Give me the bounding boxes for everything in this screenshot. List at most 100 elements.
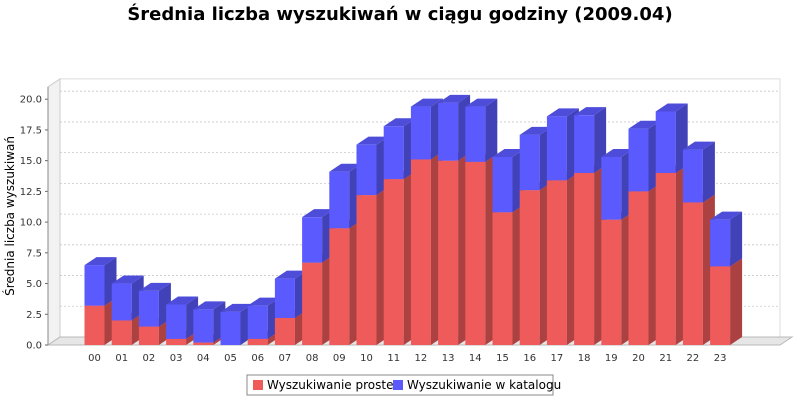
y-tick-label: 12.5 — [20, 187, 42, 198]
bar-segment-katalog-top — [383, 118, 416, 127]
bar-segment-proste-front — [138, 326, 159, 345]
bar-segment-katalog — [710, 211, 743, 267]
legend-swatch-katalog — [393, 380, 403, 390]
bar-segment-katalog-front — [166, 304, 187, 339]
y-tick-label: 5.0 — [26, 279, 42, 290]
x-tick-label: 01 — [115, 353, 128, 364]
x-tick-label: 13 — [442, 353, 455, 364]
y-tick-label: 15.0 — [20, 156, 42, 167]
bar-segment-proste-front — [601, 219, 622, 345]
bar-segment-proste-front — [682, 202, 703, 345]
bar-segment-proste-front — [166, 338, 187, 345]
bar-segment-katalog-top — [438, 94, 471, 103]
bar-segment-katalog-top — [492, 148, 525, 157]
y-axis: 0.0 2.5 5.0 7.5 10.0 12.5 15.0 17.5 20.0 — [20, 86, 49, 352]
bar-segment-katalog-top — [247, 297, 280, 306]
x-tick-label: 16 — [523, 353, 536, 364]
legend-label-katalog: Wyszukiwanie w katalogu — [407, 378, 561, 392]
x-tick-label: 00 — [88, 353, 101, 364]
bar-segment-proste-front — [383, 179, 404, 345]
bar-segment-katalog — [574, 107, 607, 173]
bar-segment-katalog-front — [710, 219, 731, 267]
bar-segment-katalog-top — [655, 103, 688, 112]
x-tick-label: 12 — [415, 353, 428, 364]
chart-title: Średnia liczba wyszukiwań w ciągu godzin… — [127, 3, 672, 25]
x-tick-label: 20 — [632, 353, 645, 364]
x-tick-label: 03 — [170, 353, 183, 364]
bar-segment-katalog — [138, 282, 171, 327]
bar-segment-katalog-front — [302, 217, 323, 263]
bar-segment-proste-front — [438, 160, 459, 345]
bar-segment-katalog-front — [628, 128, 649, 192]
bar-segment-proste-front — [410, 159, 431, 345]
bar-segment-katalog-top — [329, 163, 362, 172]
bar-segment-katalog — [438, 94, 471, 161]
bar-segment-katalog-top — [710, 211, 743, 220]
bar-segment-katalog-front — [329, 171, 350, 229]
bar-segment-proste-front — [574, 172, 595, 345]
bar-segment-katalog-front — [438, 102, 459, 161]
bar-segment-katalog-front — [247, 305, 268, 339]
bar-segment-proste-front — [193, 342, 214, 345]
bar-segment-proste-front — [546, 180, 567, 345]
bar-segment-proste-front — [710, 266, 731, 345]
plot-left-wall — [47, 77, 61, 346]
bar-segment-katalog-top — [302, 209, 335, 218]
bar-segment-proste-front — [274, 317, 295, 345]
bars-group — [84, 94, 743, 345]
bar-segment-katalog — [682, 141, 715, 203]
bar-segment-proste-front — [247, 338, 268, 345]
bar-segment-proste-front — [302, 262, 323, 345]
x-tick-label: 10 — [360, 353, 373, 364]
bar-segment-katalog — [465, 98, 498, 162]
x-tick-label: 17 — [551, 353, 564, 364]
bar-segment-proste-side — [730, 258, 743, 345]
x-tick-label: 21 — [659, 353, 672, 364]
y-tick-label: 20.0 — [20, 95, 42, 106]
bar-segment-katalog-front — [682, 149, 703, 203]
x-tick-label: 19 — [605, 353, 618, 364]
bar-segment-katalog-side — [485, 98, 498, 162]
x-tick-label: 05 — [224, 353, 237, 364]
bar-segment-katalog-top — [682, 141, 715, 150]
bar-segment-katalog-front — [193, 309, 214, 343]
bar-segment-proste-front — [465, 161, 486, 345]
bar-segment-proste-front — [329, 228, 350, 345]
bar-segment-katalog-front — [519, 134, 540, 191]
bar-segment-katalog-side — [730, 211, 743, 267]
y-tick-label: 17.5 — [20, 125, 42, 136]
x-tick-label: 09 — [333, 353, 346, 364]
x-tick-label: 23 — [714, 353, 727, 364]
bar-segment-katalog-front — [274, 278, 295, 318]
bar-segment-katalog-front — [383, 126, 404, 180]
x-tick-label: 15 — [496, 353, 509, 364]
x-tick-label: 22 — [687, 353, 700, 364]
bar-segment-katalog-front — [574, 115, 595, 173]
bar-segment-katalog-front — [220, 311, 241, 345]
x-tick-label: 07 — [279, 353, 292, 364]
bar-segment-proste-front — [492, 212, 513, 345]
bar-segment-katalog-top — [220, 303, 253, 312]
bar-segment-katalog-front — [138, 290, 159, 327]
x-axis: 00 01 02 03 04 05 06 07 08 09 10 11 12 13 14 15 16 17 18 19… — [88, 353, 726, 364]
bar-segment-proste-front — [519, 190, 540, 345]
bar-segment-katalog-front — [655, 111, 676, 173]
bar-segment-katalog-top — [193, 301, 226, 310]
y-tick-label: 0.0 — [26, 341, 42, 352]
bar-segment-katalog-top — [519, 126, 552, 135]
bar-segment-proste-front — [111, 320, 132, 345]
bar-segment-katalog-top — [138, 282, 171, 291]
bar-segment-katalog-top — [465, 98, 498, 107]
x-tick-label: 08 — [306, 353, 319, 364]
bar-segment-katalog-top — [166, 296, 199, 305]
x-tick-label: 18 — [578, 353, 591, 364]
bar-segment-katalog-top — [84, 257, 117, 266]
bar-segment-proste — [710, 258, 743, 345]
bar-segment-katalog-side — [702, 141, 715, 203]
bar-segment-proste-front — [356, 195, 377, 345]
bar-segment-katalog-top — [546, 108, 579, 117]
x-tick-label: 06 — [251, 353, 264, 364]
bar-segment-katalog-top — [410, 98, 443, 107]
